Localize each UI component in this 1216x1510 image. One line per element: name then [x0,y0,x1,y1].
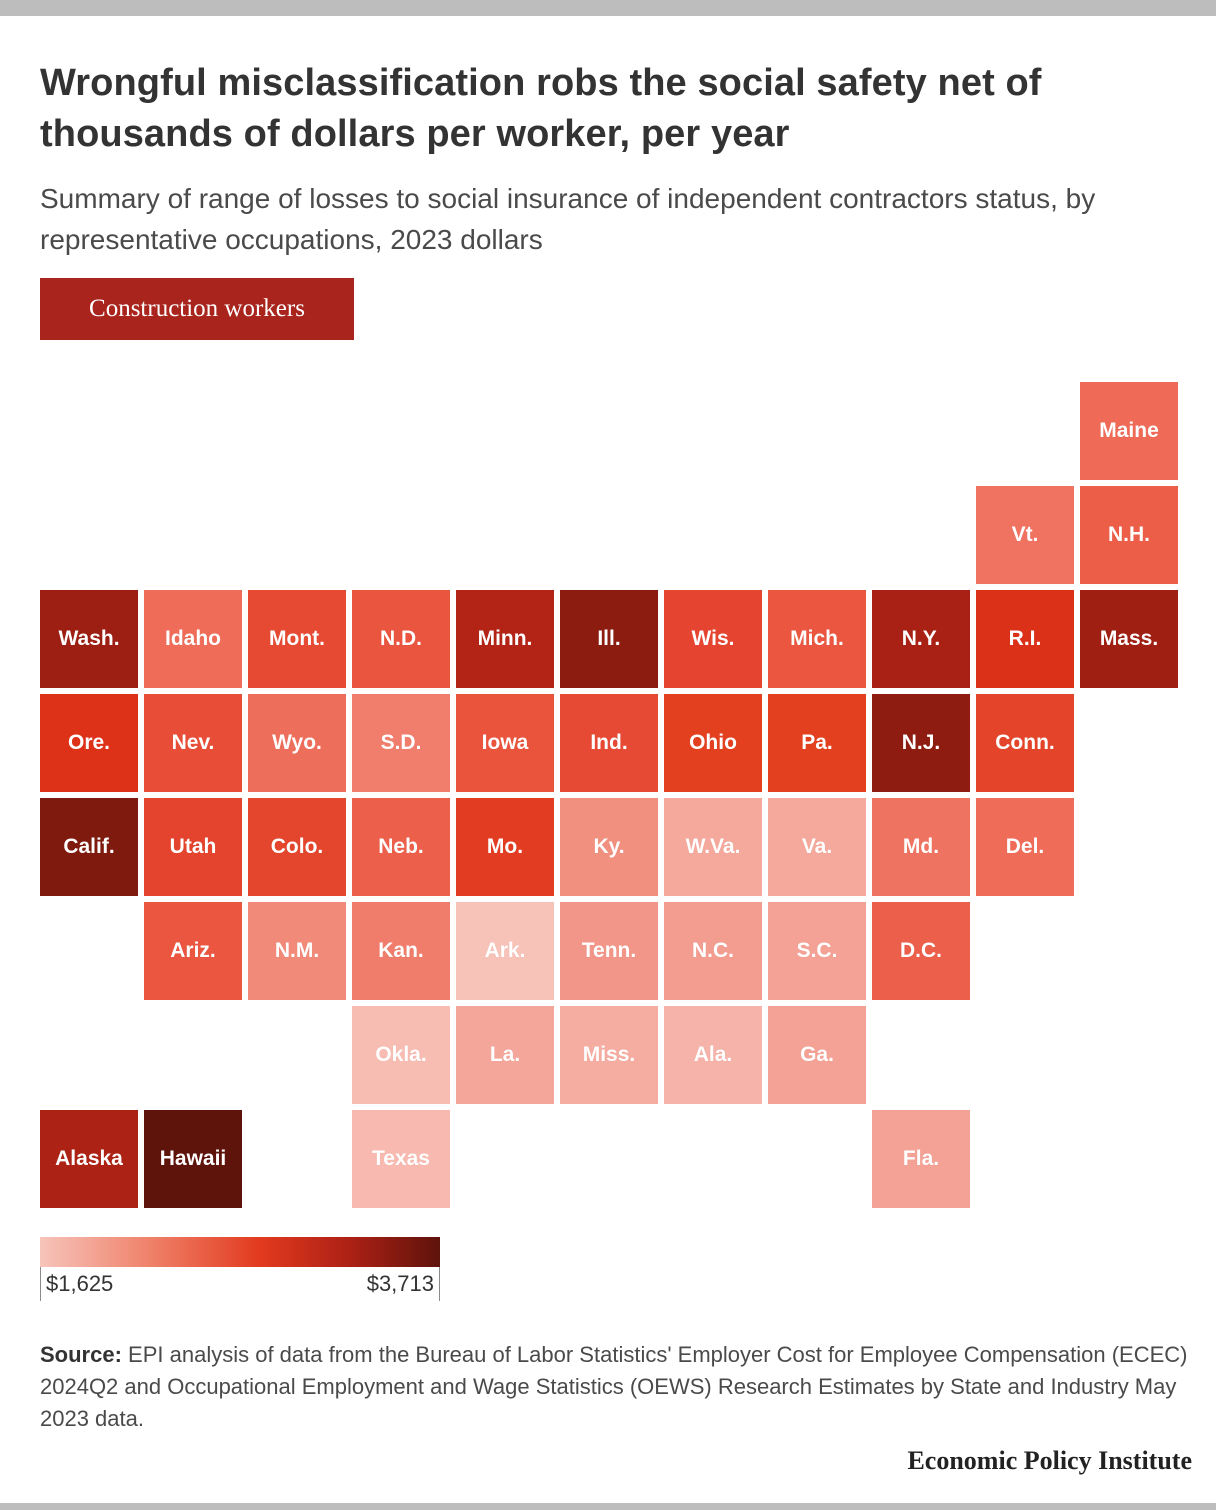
state-tile-va[interactable]: Va. [768,798,866,896]
state-tile-vt[interactable]: Vt. [976,486,1074,584]
top-border [0,0,1216,16]
state-tile-hawaii[interactable]: Hawaii [144,1110,242,1208]
state-tile-ky[interactable]: Ky. [560,798,658,896]
occupation-button[interactable]: Construction workers [40,278,354,340]
state-tile-ark[interactable]: Ark. [456,902,554,1000]
state-tile-s-d[interactable]: S.D. [352,694,450,792]
state-tile-wyo[interactable]: Wyo. [248,694,346,792]
state-tile-n-d[interactable]: N.D. [352,590,450,688]
state-tile-n-c[interactable]: N.C. [664,902,762,1000]
state-tile-neb[interactable]: Neb. [352,798,450,896]
state-tile-wis[interactable]: Wis. [664,590,762,688]
legend-tick-max [439,1267,440,1301]
state-tile-mont[interactable]: Mont. [248,590,346,688]
state-tile-ore[interactable]: Ore. [40,694,138,792]
state-tile-utah[interactable]: Utah [144,798,242,896]
legend-min-label: $1,625 [46,1271,114,1296]
state-tile-ariz[interactable]: Ariz. [144,902,242,1000]
state-tile-iowa[interactable]: Iowa [456,694,554,792]
state-tile-ill[interactable]: Ill. [560,590,658,688]
state-tile-maine[interactable]: Maine [1080,382,1178,480]
state-tile-del[interactable]: Del. [976,798,1074,896]
state-tile-nev[interactable]: Nev. [144,694,242,792]
source-text: EPI analysis of data from the Bureau of … [40,1342,1188,1431]
state-tile-texas[interactable]: Texas [352,1110,450,1208]
chart-title: Wrongful misclassification robs the soci… [40,62,1042,155]
state-tile-s-c[interactable]: S.C. [768,902,866,1000]
bottom-border [0,1503,1216,1510]
state-tile-n-y[interactable]: N.Y. [872,590,970,688]
state-tile-okla[interactable]: Okla. [352,1006,450,1104]
state-tile-md[interactable]: Md. [872,798,970,896]
state-tile-r-i[interactable]: R.I. [976,590,1074,688]
state-tile-conn[interactable]: Conn. [976,694,1074,792]
state-tile-n-h[interactable]: N.H. [1080,486,1178,584]
state-tile-mo[interactable]: Mo. [456,798,554,896]
state-tile-calif[interactable]: Calif. [40,798,138,896]
state-tile-ohio[interactable]: Ohio [664,694,762,792]
state-tile-wash[interactable]: Wash. [40,590,138,688]
state-tile-n-j[interactable]: N.J. [872,694,970,792]
state-tile-pa[interactable]: Pa. [768,694,866,792]
state-tile-ala[interactable]: Ala. [664,1006,762,1104]
state-tile-mass[interactable]: Mass. [1080,590,1178,688]
source-note: Source: EPI analysis of data from the Bu… [40,1339,1190,1435]
chart-subtitle: Summary of range of losses to social ins… [40,183,1096,255]
state-tile-la[interactable]: La. [456,1006,554,1104]
epi-logo: Economic Policy Institute [907,1446,1192,1475]
state-tile-kan[interactable]: Kan. [352,902,450,1000]
state-tile-tenn[interactable]: Tenn. [560,902,658,1000]
state-tile-idaho[interactable]: Idaho [144,590,242,688]
state-tile-miss[interactable]: Miss. [560,1006,658,1104]
state-tile-d-c[interactable]: D.C. [872,902,970,1000]
legend-color-scale [40,1237,440,1267]
state-tile-n-m[interactable]: N.M. [248,902,346,1000]
state-tile-ind[interactable]: Ind. [560,694,658,792]
state-tile-ga[interactable]: Ga. [768,1006,866,1104]
state-tile-mich[interactable]: Mich. [768,590,866,688]
state-tile-alaska[interactable]: Alaska [40,1110,138,1208]
state-tile-minn[interactable]: Minn. [456,590,554,688]
legend-max-label: $3,713 [366,1271,434,1296]
legend-tick-min [40,1267,41,1301]
state-tile-colo[interactable]: Colo. [248,798,346,896]
source-label: Source: [40,1342,122,1367]
state-tile-w-va[interactable]: W.Va. [664,798,762,896]
state-tile-fla[interactable]: Fla. [872,1110,970,1208]
